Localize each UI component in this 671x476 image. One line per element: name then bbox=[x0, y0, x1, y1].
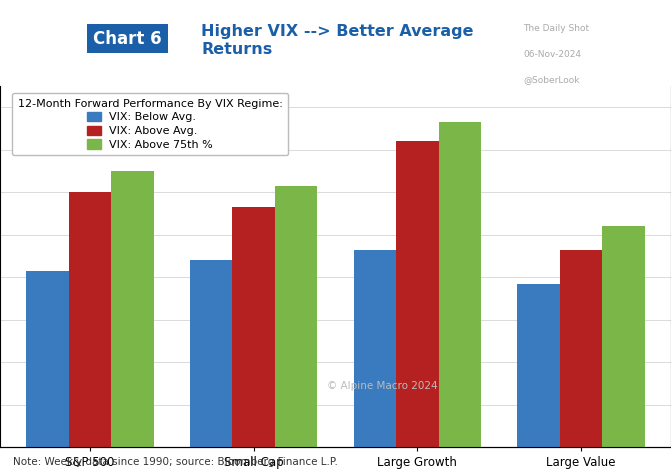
Text: Higher VIX --> Better Average
Returns: Higher VIX --> Better Average Returns bbox=[201, 24, 474, 57]
Bar bbox=[560, 249, 603, 447]
Bar bbox=[439, 122, 481, 447]
Bar bbox=[603, 226, 645, 447]
Text: Chart 6: Chart 6 bbox=[93, 30, 162, 48]
Bar bbox=[68, 192, 111, 447]
Bar bbox=[232, 207, 275, 447]
Bar bbox=[396, 141, 439, 447]
Text: Note: Weekly data since 1990; source: Bloomberg Finance L.P.: Note: Weekly data since 1990; source: Bl… bbox=[13, 456, 338, 467]
Legend: VIX: Below Avg., VIX: Above Avg., VIX: Above 75th %: VIX: Below Avg., VIX: Above Avg., VIX: A… bbox=[12, 93, 289, 156]
Bar bbox=[111, 171, 154, 447]
Bar bbox=[26, 271, 68, 447]
Text: © Alpine Macro 2024: © Alpine Macro 2024 bbox=[327, 381, 437, 391]
Bar bbox=[354, 249, 396, 447]
Bar bbox=[190, 260, 232, 447]
Text: 06-Nov-2024: 06-Nov-2024 bbox=[523, 50, 581, 59]
Text: @SoberLook: @SoberLook bbox=[523, 75, 580, 84]
Bar bbox=[517, 284, 560, 447]
Text: The Daily Shot: The Daily Shot bbox=[523, 24, 590, 33]
Bar bbox=[275, 186, 317, 447]
